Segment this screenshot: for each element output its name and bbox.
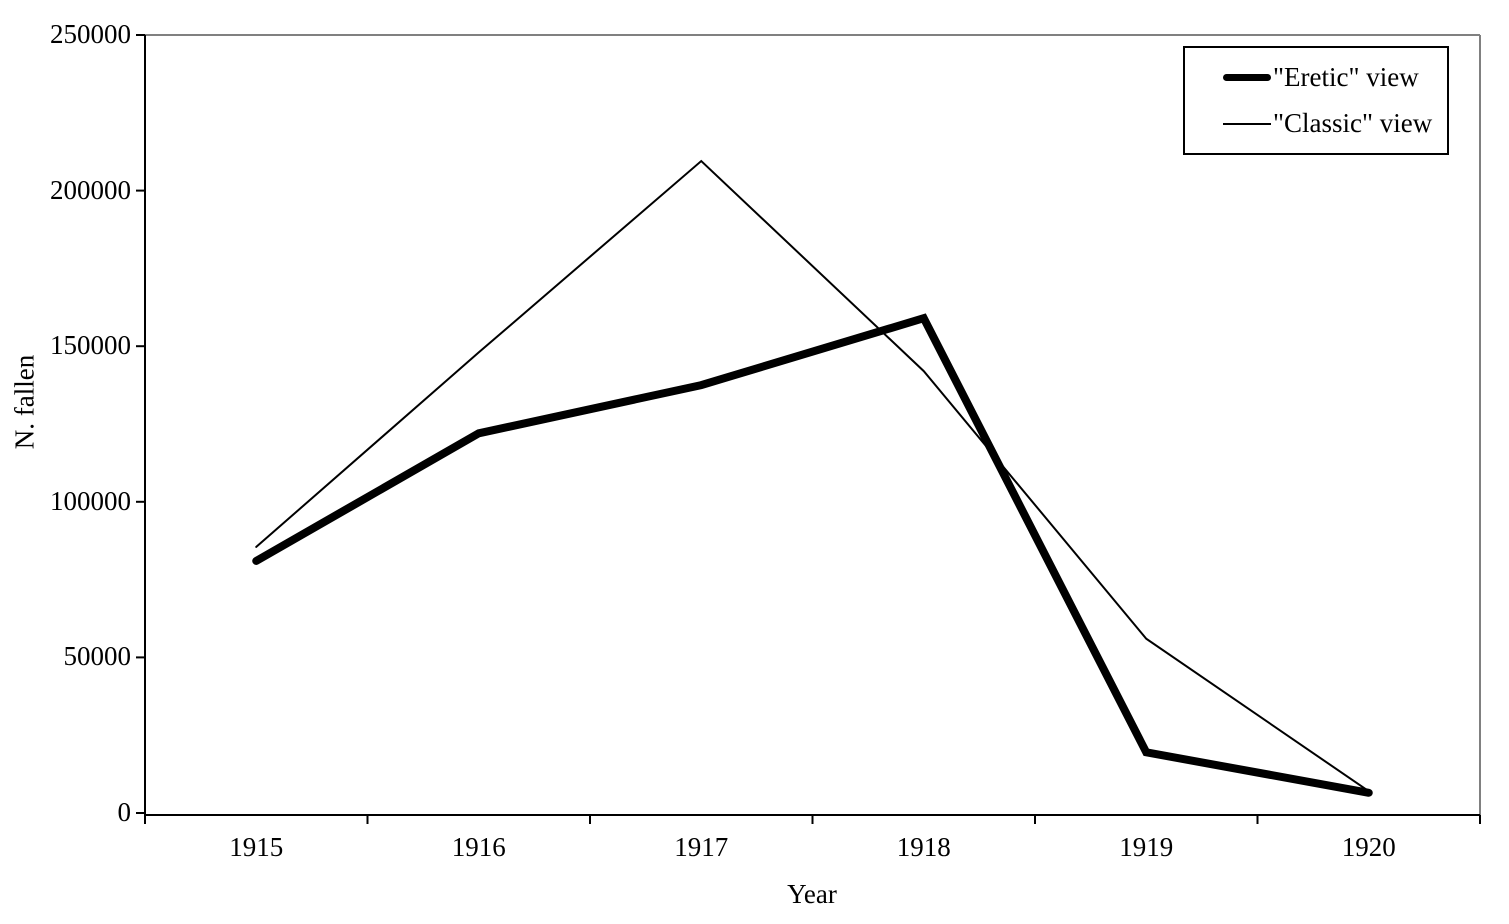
x-axis-tick-label: 1917 (674, 832, 729, 862)
classic-thin-line-swatch (1223, 122, 1271, 125)
y-axis-labels: 0 50000 100000 150000 200000 250000 (0, 0, 131, 924)
x-axis-tick-label: 1918 (896, 832, 951, 862)
x-axis-tick-label: 1919 (1119, 832, 1174, 862)
y-axis-tick-label: 150000 (50, 330, 131, 361)
x-axis-tick-label: 1916 (451, 832, 506, 862)
x-axis-tick-label: 1920 (1341, 832, 1396, 862)
legend: "Eretic" view "Classic" view (1183, 46, 1449, 155)
y-axis-tick-label: 200000 (50, 174, 131, 205)
y-axis-tick-label: 250000 (50, 19, 131, 49)
legend-label-eretic: "Eretic" view (1273, 61, 1419, 92)
y-axis-tick-label: 100000 (50, 485, 131, 516)
eretic-thick-line-swatch (1223, 73, 1271, 81)
y-axis-tick-label: 0 (117, 797, 132, 827)
x-axis-title: Year (787, 879, 837, 909)
legend-item-eretic: "Eretic" view (1223, 61, 1447, 92)
y-axis-title: N. fallen (9, 354, 40, 450)
legend-label-classic: "Classic" view (1273, 108, 1433, 139)
series-line-eretic (252, 313, 1373, 797)
y-axis-tick-label: 50000 (63, 641, 132, 672)
x-axis-tick-label: 1915 (229, 832, 284, 862)
legend-item-classic: "Classic" view (1223, 110, 1447, 137)
series-line-classic (255, 159, 1370, 793)
